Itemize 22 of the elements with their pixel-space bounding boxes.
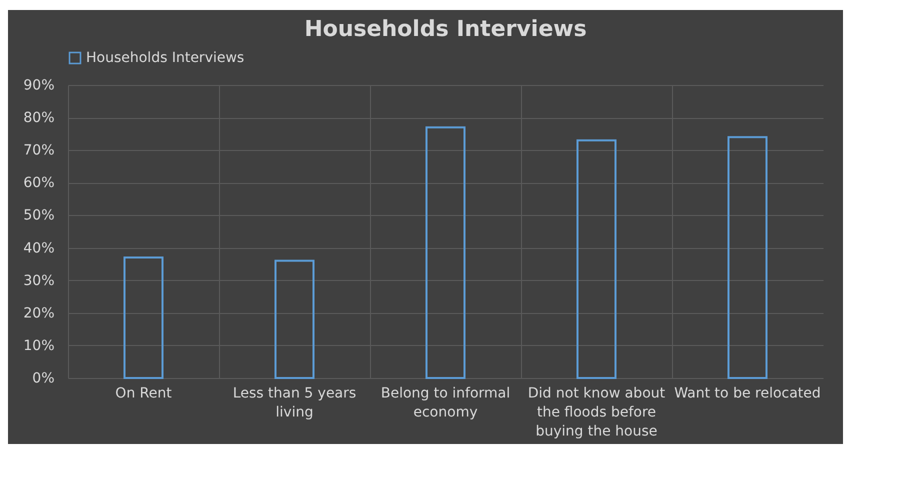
- y-tick-label: 90%: [23, 78, 54, 94]
- x-tick-label: Want to be relocated: [674, 386, 821, 402]
- x-tick-label: Did not know about the floods before buying the house: [528, 386, 666, 440]
- bar: [426, 126, 466, 379]
- y-tick-label: 10%: [23, 338, 54, 354]
- y-tick-label: 50%: [23, 208, 54, 224]
- bar: [728, 136, 768, 379]
- bar: [124, 256, 164, 379]
- y-tick-label: 80%: [23, 110, 54, 126]
- y-tick-label: 30%: [23, 272, 54, 289]
- x-tick-label: Belong to informal economy: [380, 386, 510, 420]
- legend-label: Households Interviews: [86, 50, 244, 66]
- bar: [274, 260, 314, 379]
- chart-title: Households Interviews: [304, 17, 587, 42]
- x-tick-label: Less than 5 years living: [232, 386, 356, 420]
- y-tick-label: 20%: [23, 305, 54, 322]
- y-tick-label: 0%: [32, 370, 54, 386]
- y-tick-label: 70%: [23, 142, 54, 159]
- y-tick-label: 60%: [23, 175, 54, 192]
- y-tick-label: 40%: [23, 240, 54, 256]
- bar: [576, 139, 616, 379]
- x-tick-label: On Rent: [115, 386, 172, 402]
